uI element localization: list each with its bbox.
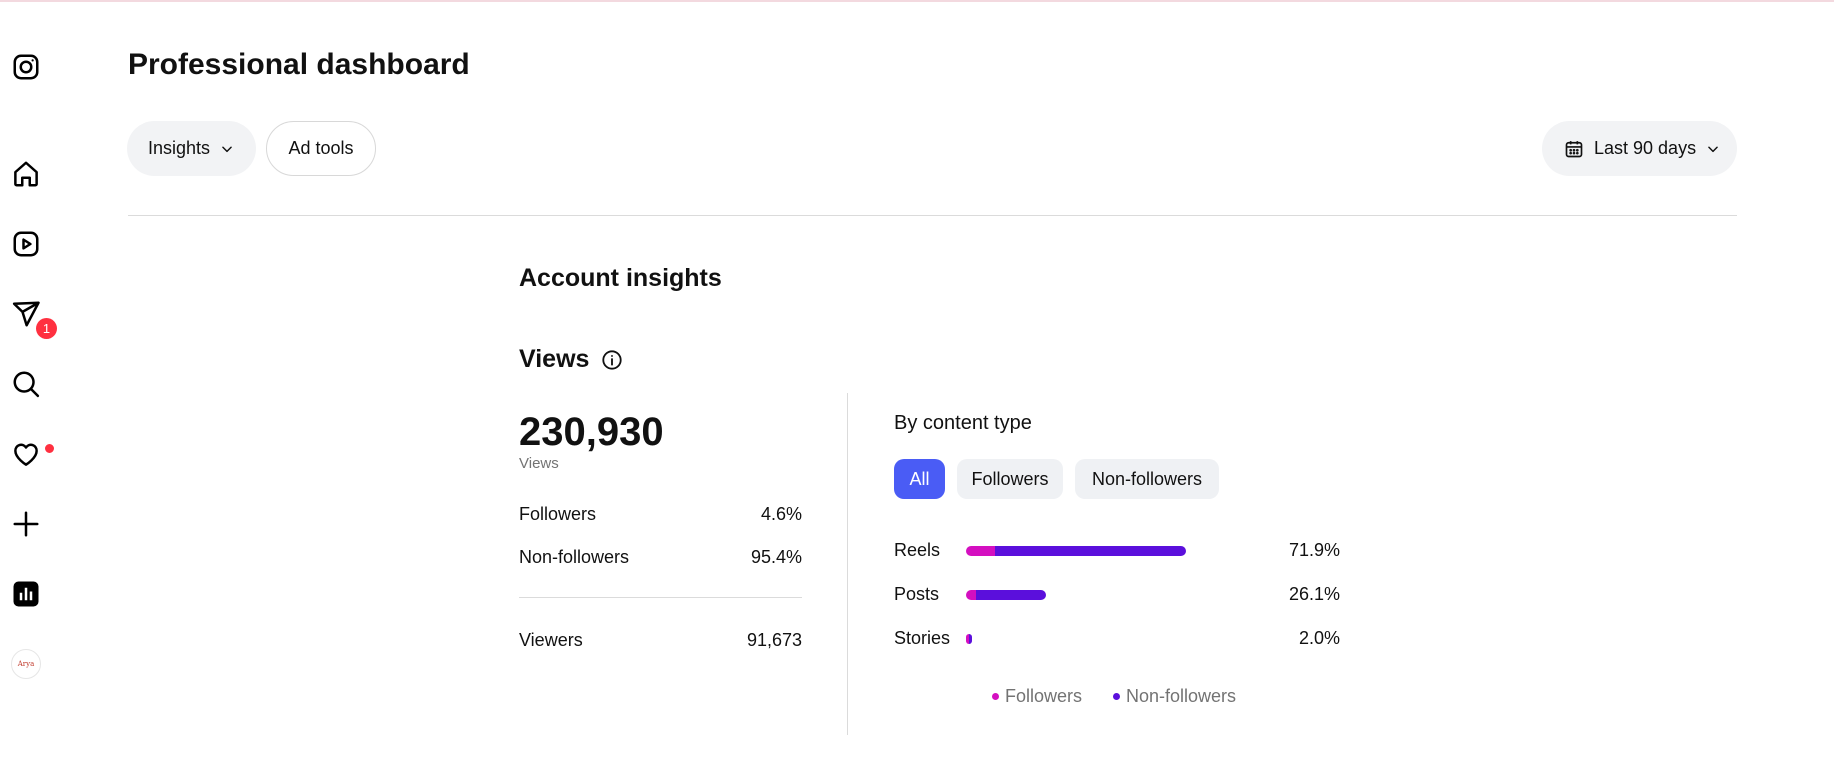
legend-dot-non-followers [1113, 693, 1120, 700]
legend-followers: Followers [992, 686, 1082, 707]
page-title: Professional dashboard [128, 48, 470, 81]
content-type-percent-posts: 26.1% [1288, 584, 1340, 604]
column-divider [847, 393, 848, 735]
notifications-heart-icon[interactable] [8, 436, 55, 472]
date-range-dropdown[interactable]: Last 90 days [1542, 121, 1737, 176]
ad-tools-button[interactable]: Ad tools [266, 121, 376, 176]
stat-label: Followers [519, 504, 597, 524]
filter-followers-button[interactable]: Followers [957, 459, 1063, 499]
messages-badge: 1 [36, 318, 57, 339]
insights-label: Insights [148, 138, 211, 158]
avatar-logo: Arya [11, 649, 41, 679]
chevron-down-icon [220, 142, 234, 156]
filter-non-followers-button[interactable]: Non-followers [1075, 459, 1219, 499]
profile-avatar[interactable]: Arya [8, 646, 44, 682]
filter-all-button[interactable]: All [894, 459, 945, 499]
dashboard-chart-icon[interactable] [8, 576, 44, 612]
total-views-value: 230,930 [519, 410, 664, 454]
account-insights-title: Account insights [519, 264, 722, 292]
create-plus-icon[interactable] [8, 506, 44, 542]
views-title: Views [519, 345, 590, 373]
followers-stat-row: Followers 4.6% [519, 504, 802, 525]
ad-tools-label: Ad tools [288, 138, 354, 158]
sidebar-nav: 1 Arya [0, 0, 57, 765]
non-followers-stat-row: Non-followers 95.4% [519, 547, 802, 568]
bar-segment-non-followers [976, 590, 1046, 600]
stat-label: Non-followers [519, 547, 630, 567]
reels-icon[interactable] [8, 226, 44, 262]
home-icon[interactable] [8, 156, 44, 192]
header-divider [128, 215, 1737, 216]
bar-segment-followers [966, 590, 976, 600]
content-type-label-posts: Posts [894, 584, 940, 604]
legend-non-followers: Non-followers [1113, 686, 1236, 707]
bar-segment-non-followers [995, 546, 1186, 556]
legend-label: Followers [1005, 686, 1083, 706]
views-heading: Views [519, 345, 623, 374]
instagram-logo-icon[interactable] [8, 49, 44, 85]
content-type-label-reels: Reels [894, 540, 941, 560]
bar-segment-followers [966, 546, 995, 556]
total-views-label: Views [519, 455, 559, 472]
notification-dot [44, 443, 55, 454]
bar-segment-followers [966, 634, 969, 644]
legend-dot-followers [992, 693, 999, 700]
content-type-label-stories: Stories [894, 628, 951, 648]
chevron-down-icon [1706, 142, 1720, 156]
date-range-label: Last 90 days [1594, 138, 1697, 158]
top-border-line [0, 0, 1834, 2]
info-icon[interactable] [601, 349, 623, 371]
content-type-bar-stories [966, 634, 972, 644]
legend-label: Non-followers [1126, 686, 1237, 706]
stat-value: 95.4% [750, 547, 802, 567]
content-type-bar-posts [966, 590, 1046, 600]
messages-icon[interactable]: 1 [8, 296, 57, 339]
bar-segment-non-followers [969, 634, 972, 644]
viewers-stat-row: Viewers 91,673 [519, 630, 802, 651]
calendar-icon [1564, 139, 1584, 159]
by-content-type-title: By content type [894, 412, 1032, 434]
stat-label: Viewers [519, 630, 583, 650]
content-type-bar-reels [966, 546, 1186, 556]
stat-value: 91,673 [746, 630, 802, 650]
content-type-percent-stories: 2.0% [1298, 628, 1340, 648]
content-type-percent-reels: 71.9% [1288, 540, 1340, 560]
insights-dropdown[interactable]: Insights [127, 121, 256, 176]
stats-divider [519, 597, 802, 598]
search-icon[interactable] [8, 366, 44, 402]
stat-value: 4.6% [760, 504, 802, 524]
